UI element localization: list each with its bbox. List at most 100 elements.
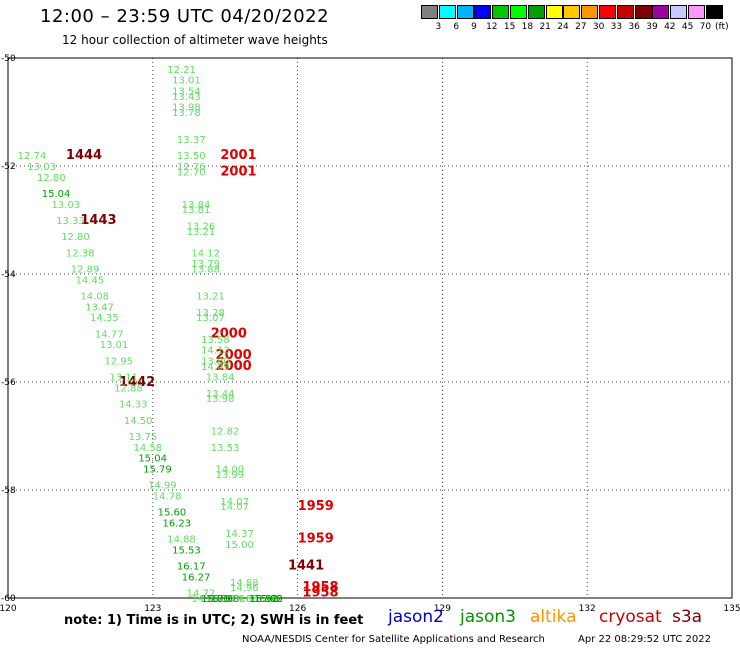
lat-tick-label: -50 <box>1 54 16 64</box>
wave-height-label: 14.00 <box>216 464 245 475</box>
wave-height-label: 13.99 <box>216 470 245 481</box>
wave-height-label: 14.12 <box>191 248 220 259</box>
legend-swatch <box>510 5 527 19</box>
wave-height-label: 14.88 <box>230 578 259 589</box>
legend-label: 3 <box>435 22 442 32</box>
wave-height-label: 15.79 <box>143 464 172 475</box>
pass-time-label: 1443 <box>80 213 116 228</box>
wave-height-label: 13.54 <box>172 86 201 97</box>
lon-tick-label: 132 <box>579 604 596 614</box>
wave-height-label: 13.28 <box>196 308 225 319</box>
wave-height-label: 13.81 <box>182 205 211 216</box>
wave-height-label: 15.00 <box>254 594 283 605</box>
wave-height-label: 15.00 <box>225 540 254 551</box>
wave-height-label: 13.03 <box>27 162 56 173</box>
pass-time-label: 2000 <box>216 359 252 374</box>
wave-height-label: 12.70 <box>177 167 206 178</box>
legend-label: 36 <box>628 22 640 32</box>
wave-height-label: 13.88 <box>191 265 220 276</box>
legend-swatch <box>688 5 705 19</box>
wave-height-label: 13.98 <box>206 394 235 405</box>
legend-swatch <box>527 5 545 19</box>
legend-unit: (ft) <box>715 22 729 32</box>
wave-height-label: 13.43 <box>172 92 201 103</box>
wave-height-label: 13.53 <box>211 443 240 454</box>
wave-height-label: 15.16 <box>249 594 278 605</box>
legend-swatch <box>599 5 616 19</box>
wave-height-label: 14.99 <box>148 481 177 492</box>
lat-tick-label: -56 <box>1 378 16 388</box>
wave-height-label: 12.95 <box>105 356 134 367</box>
credit-line: NOAA/NESDIS Center for Satellite Applica… <box>242 634 545 645</box>
wave-height-label: 13.01 <box>172 76 201 87</box>
wave-height-label: 13.11 <box>109 373 138 384</box>
wave-height-label: 13.79 <box>191 259 220 270</box>
wave-height-label: 12.76 <box>177 162 206 173</box>
generated-timestamp: Apr 22 08:29:52 UTC 2022 <box>578 634 711 645</box>
legend-label: 15 <box>503 22 516 32</box>
legend-label: 24 <box>557 22 569 32</box>
wave-height-label: 13.01 <box>100 340 129 351</box>
wave-height-label: 17.38 <box>211 594 240 605</box>
lon-tick-label: 123 <box>144 604 161 614</box>
wave-height-label: 13.37 <box>177 135 206 146</box>
wave-height-label: 13.84 <box>182 200 211 211</box>
lat-tick-label: -60 <box>1 594 16 604</box>
satellite-jason3: jason3 <box>460 607 516 627</box>
legend-swatch <box>616 5 634 19</box>
wave-height-label: 13.21 <box>187 227 216 238</box>
legend-swatch <box>492 5 510 19</box>
pass-time-label: 2001 <box>220 164 256 179</box>
wave-height-label: 15.92 <box>254 594 283 605</box>
legend-label: 30 <box>592 22 605 32</box>
page-title: 12:00 – 23:59 UTC 04/20/2022 <box>40 6 330 27</box>
pass-time-label: 2000 <box>211 326 247 341</box>
legend-swatch <box>545 5 563 19</box>
lon-tick-label: 135 <box>723 604 740 614</box>
wave-height-label: 16.36 <box>206 594 235 605</box>
legend-label: 45 <box>681 22 694 32</box>
wave-height-label: 13.44 <box>206 389 235 400</box>
wave-height-label: 13.78 <box>172 108 201 119</box>
wave-height-label: 13.47 <box>85 302 114 313</box>
map-frame <box>7 57 733 599</box>
legend-label: 12 <box>486 22 498 32</box>
wave-height-label: 14.72 <box>187 589 216 600</box>
wave-height-label: 16.17 <box>177 562 206 573</box>
wave-height-label: 12.80 <box>61 232 90 243</box>
wave-height-label: 14.13 <box>201 346 230 357</box>
pass-time-label: 1442 <box>119 375 155 390</box>
wave-height-label: 12.74 <box>18 151 47 162</box>
wave-height-label: 14.37 <box>225 529 254 540</box>
wave-height-label: 14.33 <box>119 400 148 411</box>
wave-height-label: 14.63 <box>230 594 259 605</box>
pass-time-label: 1958 <box>302 586 338 601</box>
pass-time-label: 1441 <box>288 559 324 574</box>
lon-tick-label: 120 <box>0 604 17 614</box>
legend-swatch <box>581 5 599 19</box>
wave-height-label: 14.50 <box>124 416 153 427</box>
wave-height-label: 14.88 <box>167 535 196 546</box>
pass-time-label: 1959 <box>298 499 334 514</box>
wave-height-label: 13.84 <box>206 373 235 384</box>
wave-height-label: 13.26 <box>187 221 216 232</box>
legend-swatch <box>634 5 652 19</box>
pass-time-label: 2000 <box>216 348 252 363</box>
footnote: note: 1) Time is in UTC; 2) SWH is in fe… <box>64 613 364 628</box>
wave-height-label: 14.63 <box>230 594 259 605</box>
legend-swatch <box>563 5 581 19</box>
legend-label: 39 <box>646 22 658 32</box>
wave-height-label: 14.08 <box>80 292 109 303</box>
wave-height-label: 15.51 <box>249 594 278 605</box>
wave-height-label: 14.96 <box>230 583 259 594</box>
wave-height-label: 16.27 <box>182 572 211 583</box>
legend-swatch <box>474 5 492 19</box>
wave-height-label: 15.53 <box>172 545 201 556</box>
satellite-cryosat: cryosat <box>599 607 662 627</box>
wave-height-label: 12.82 <box>211 427 240 438</box>
legend-label: 27 <box>575 22 587 32</box>
wave-height-label: 14.07 <box>220 502 249 513</box>
legend-swatch <box>438 5 456 19</box>
